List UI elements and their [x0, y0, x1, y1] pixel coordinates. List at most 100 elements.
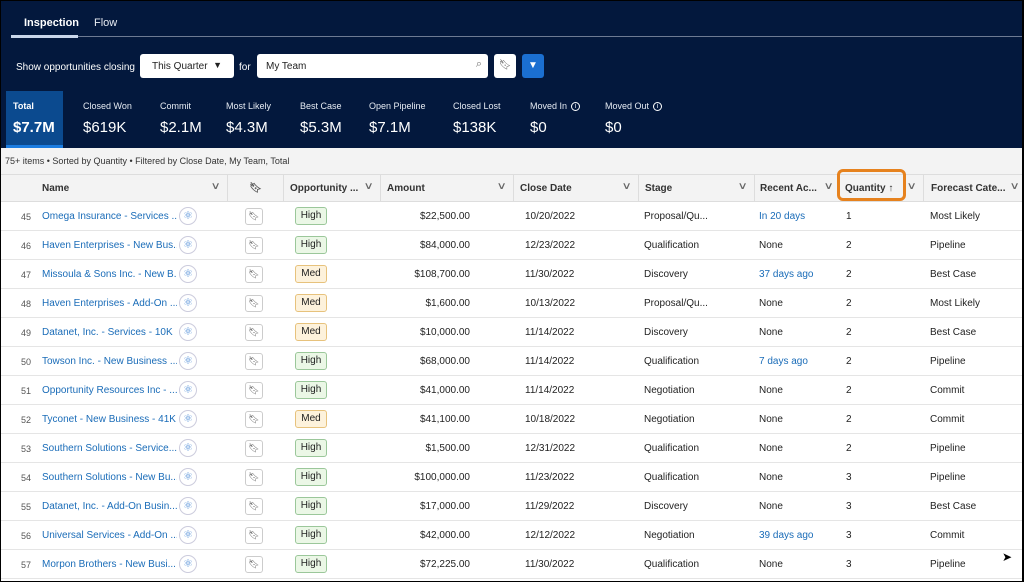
bookmark-icon[interactable]: 🔖︎ — [245, 498, 263, 515]
einstein-insight-icon[interactable]: ⚛ — [179, 439, 197, 457]
quantity-cell: 3 — [846, 501, 852, 512]
chevron-down-icon: ∨ — [210, 181, 221, 192]
opportunity-name-link[interactable]: Opportunity Resources Inc - ... — [42, 385, 177, 396]
column-header-close-date[interactable]: Close Date ∨ — [513, 175, 638, 201]
table-row[interactable]: 49 Datanet, Inc. - Services - 10K ⚛ 🔖︎ Med $1… — [1, 318, 1022, 347]
opportunity-name-link[interactable]: Missoula & Sons Inc. - New B... — [42, 269, 177, 280]
bookmark-icon[interactable]: 🔖︎ — [245, 556, 263, 573]
bookmark-icon[interactable]: 🔖︎ — [245, 527, 263, 544]
recent-activity-cell[interactable]: 7 days ago — [759, 356, 808, 367]
opportunity-name-link[interactable]: Southern Solutions - New Bu... — [42, 472, 177, 483]
tab-inspection[interactable]: Inspection — [24, 17, 80, 29]
table-row[interactable]: 45 Omega Insurance - Services ... ⚛ 🔖︎ High $… — [1, 202, 1022, 231]
row-number: 46 — [21, 241, 32, 251]
column-header-amount[interactable]: Amount ∨ — [380, 175, 513, 201]
quantity-cell: 2 — [846, 327, 852, 338]
table-row[interactable]: 55 Datanet, Inc. - Add-On Busin... ⚛ 🔖︎ High… — [1, 492, 1022, 521]
bookmark-icon[interactable]: 🔖︎ — [245, 208, 263, 225]
table-row[interactable]: 54 Southern Solutions - New Bu... ⚛ 🔖︎ High $… — [1, 463, 1022, 492]
stage-cell: Qualification — [644, 443, 700, 454]
einstein-insight-icon[interactable]: ⚛ — [179, 468, 197, 486]
team-value: My Team — [266, 61, 307, 72]
column-header-forecast-category[interactable]: Forecast Cate... ∨ — [923, 175, 1022, 201]
opportunity-name-link[interactable]: Southern Solutions - Service... — [42, 443, 177, 454]
table-row[interactable]: 51 Opportunity Resources Inc - ... ⚛ 🔖︎ High… — [1, 376, 1022, 405]
bookmark-button[interactable]: 🔖︎ — [494, 54, 516, 78]
info-icon[interactable]: i — [571, 102, 581, 112]
bookmark-icon[interactable]: 🔖︎ — [245, 411, 263, 428]
opportunity-name-link[interactable]: Towson Inc. - New Business ... — [42, 356, 177, 367]
einstein-insight-icon[interactable]: ⚛ — [179, 497, 197, 515]
einstein-insight-icon[interactable]: ⚛ — [179, 207, 197, 225]
recent-activity-cell: None — [759, 327, 783, 338]
table-row[interactable]: 57 Morpon Brothers - New Busi... ⚛ 🔖︎ High $7… — [1, 550, 1022, 579]
einstein-insight-icon[interactable]: ⚛ — [179, 352, 197, 370]
mouse-cursor-icon: ➤ — [1002, 550, 1013, 564]
einstein-insight-icon[interactable]: ⚛ — [179, 410, 197, 428]
table-row[interactable]: 56 Universal Services - Add-On ... ⚛ 🔖︎ High… — [1, 521, 1022, 550]
row-number: 54 — [21, 473, 32, 483]
opportunity-name-link[interactable]: Omega Insurance - Services ... — [42, 211, 177, 222]
table-row[interactable]: 53 Southern Solutions - Service... ⚛ 🔖︎ High… — [1, 434, 1022, 463]
recent-activity-cell[interactable]: 39 days ago — [759, 530, 814, 541]
metric-moved-out[interactable]: Moved Out i $0 — [605, 91, 663, 148]
forecast-category-cell: Commit — [930, 530, 965, 541]
table-row[interactable]: 47 Missoula & Sons Inc. - New B... ⚛ 🔖︎ Med $… — [1, 260, 1022, 289]
bookmark-icon[interactable]: 🔖︎ — [245, 237, 263, 254]
team-search-input[interactable]: My Team ⌕ — [257, 54, 488, 78]
opportunity-name-link[interactable]: Tyconet - New Business - 41K — [42, 414, 176, 425]
score-badge: High — [295, 439, 327, 457]
amount-cell: $10,000.00 — [419, 327, 470, 338]
opportunity-name-link[interactable]: Datanet, Inc. - Services - 10K — [42, 327, 173, 338]
metric-moved-in[interactable]: Moved In i $0 — [530, 91, 581, 148]
einstein-insight-icon[interactable]: ⚛ — [179, 381, 197, 399]
info-icon[interactable]: i — [653, 102, 663, 112]
metric-open-pipeline[interactable]: Open Pipeline $7.1M — [369, 91, 426, 148]
column-header-recent-activity[interactable]: Recent Ac... ∨ — [754, 175, 836, 201]
table-row[interactable]: 50 Towson Inc. - New Business ... ⚛ 🔖︎ High $… — [1, 347, 1022, 376]
metric-best-case[interactable]: Best Case $5.3M — [300, 91, 342, 148]
column-header-opportunity-score[interactable]: Opportunity ... ∨ — [283, 175, 380, 201]
einstein-insight-icon[interactable]: ⚛ — [179, 323, 197, 341]
forecast-category-cell: Best Case — [930, 269, 977, 280]
opportunity-name-link[interactable]: Haven Enterprises - Add-On ... — [42, 298, 177, 309]
opportunity-name-link[interactable]: Haven Enterprises - New Bus... — [42, 240, 177, 251]
bookmark-icon[interactable]: 🔖︎ — [245, 353, 263, 370]
period-dropdown[interactable]: This Quarter ▼ — [140, 54, 234, 78]
column-header-name[interactable]: Name ∨ — [42, 181, 221, 194]
einstein-insight-icon[interactable]: ⚛ — [179, 265, 197, 283]
table-row[interactable]: 52 Tyconet - New Business - 41K ⚛ 🔖︎ Med $41,… — [1, 405, 1022, 434]
einstein-insight-icon[interactable]: ⚛ — [179, 236, 197, 254]
opportunity-name-link[interactable]: Universal Services - Add-On ... — [42, 530, 177, 541]
metric-commit[interactable]: Commit $2.1M — [160, 91, 202, 148]
metric-total[interactable]: Total $7.7M — [6, 91, 63, 148]
chevron-down-icon: ∨ — [906, 181, 917, 192]
column-header-stage[interactable]: Stage ∨ — [638, 175, 754, 201]
close-date-cell: 11/30/2022 — [525, 559, 575, 570]
metric-most-likely[interactable]: Most Likely $4.3M — [226, 91, 271, 148]
recent-activity-cell[interactable]: 37 days ago — [759, 269, 814, 280]
bookmark-icon[interactable]: 🔖︎ — [245, 266, 263, 283]
amount-cell: $108,700.00 — [414, 269, 470, 280]
einstein-insight-icon[interactable]: ⚛ — [179, 526, 197, 544]
column-header-bookmark[interactable]: 🔖︎ — [227, 175, 283, 201]
tab-flow[interactable]: Flow — [94, 17, 118, 29]
bookmark-icon[interactable]: 🔖︎ — [245, 295, 263, 312]
bookmark-icon[interactable]: 🔖︎ — [245, 382, 263, 399]
column-header-quantity[interactable]: Quantity ↑ ∨ — [845, 181, 917, 194]
bookmark-icon[interactable]: 🔖︎ — [245, 469, 263, 486]
close-date-cell: 11/29/2022 — [525, 501, 575, 512]
amount-cell: $41,100.00 — [419, 414, 470, 425]
bookmark-icon[interactable]: 🔖︎ — [245, 440, 263, 457]
filter-button[interactable]: ▼ — [522, 54, 544, 78]
einstein-insight-icon[interactable]: ⚛ — [179, 555, 197, 573]
einstein-insight-icon[interactable]: ⚛ — [179, 294, 197, 312]
metric-closed-won[interactable]: Closed Won $619K — [83, 91, 132, 148]
metric-closed-lost[interactable]: Closed Lost $138K — [453, 91, 501, 148]
opportunity-name-link[interactable]: Morpon Brothers - New Busi... — [42, 559, 176, 570]
bookmark-icon[interactable]: 🔖︎ — [245, 324, 263, 341]
table-row[interactable]: 46 Haven Enterprises - New Bus... ⚛ 🔖︎ High $… — [1, 231, 1022, 260]
recent-activity-cell[interactable]: In 20 days — [759, 211, 806, 222]
table-row[interactable]: 48 Haven Enterprises - Add-On ... ⚛ 🔖︎ Med $1… — [1, 289, 1022, 318]
opportunity-name-link[interactable]: Datanet, Inc. - Add-On Busin... — [42, 501, 177, 512]
